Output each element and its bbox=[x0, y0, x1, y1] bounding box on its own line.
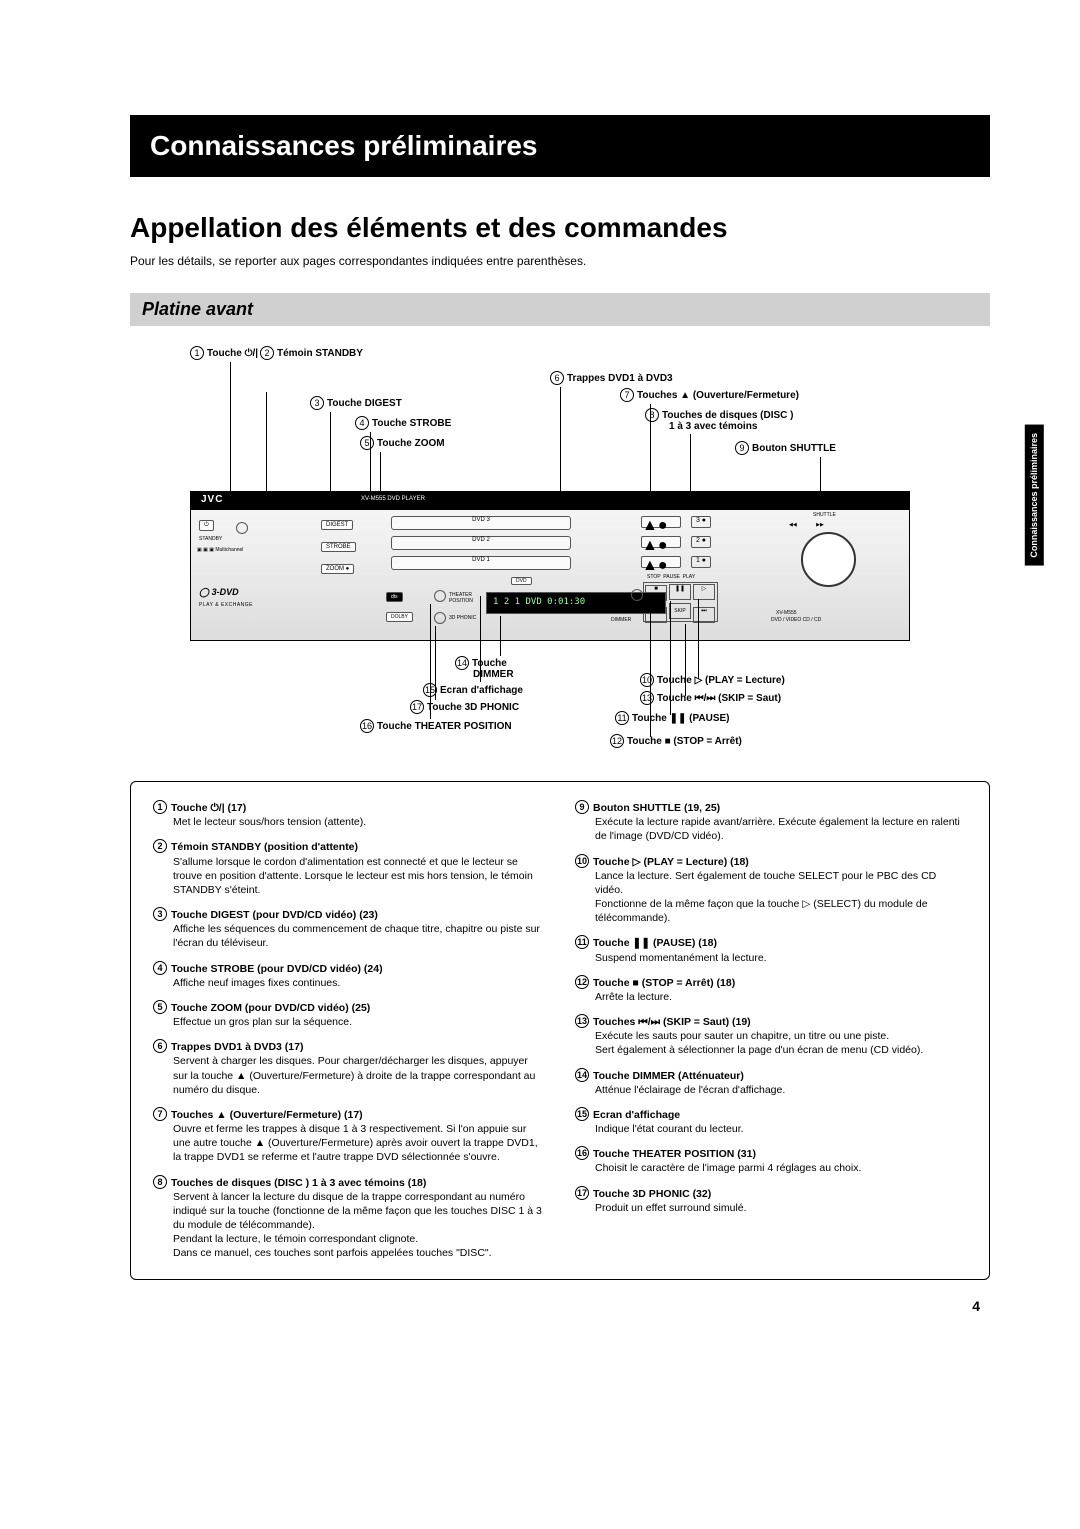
section-heading: Platine avant bbox=[130, 293, 990, 326]
tray-2: DVD 2 bbox=[391, 536, 571, 550]
description-item: 2Témoin STANDBY (position d'attente)S'al… bbox=[153, 839, 545, 897]
page-title: Appellation des éléments et des commande… bbox=[130, 212, 990, 244]
dts-badge: dts bbox=[386, 592, 403, 602]
tray-3: DVD 3 bbox=[391, 516, 571, 530]
callout-9: 9Bouton SHUTTLE bbox=[735, 441, 836, 455]
description-item: 5Touche ZOOM (pour DVD/CD vidéo) (25)Eff… bbox=[153, 1000, 545, 1029]
callout-15: 15Ecran d'affichage bbox=[423, 683, 523, 697]
callout-5: 5Touche ZOOM bbox=[360, 436, 445, 450]
description-item: 4Touche STROBE (pour DVD/CD vidéo) (24)A… bbox=[153, 961, 545, 990]
callout-11: 11Touche ❚❚ (PAUSE) bbox=[615, 711, 730, 725]
description-item: 10Touche ▷ (PLAY = Lecture) (18)Lance la… bbox=[575, 854, 967, 926]
dolby-badge: DOLBY bbox=[386, 612, 413, 622]
description-item: 6Trappes DVD1 à DVD3 (17)Servent à charg… bbox=[153, 1039, 545, 1097]
intro-text: Pour les détails, se reporter aux pages … bbox=[130, 254, 990, 268]
callout-4: 4Touche STROBE bbox=[355, 416, 451, 430]
description-item: 8Touches de disques (DISC ) 1 à 3 avec t… bbox=[153, 1175, 545, 1261]
standby-led bbox=[236, 522, 248, 534]
eject-1: ▲● bbox=[641, 556, 681, 568]
page-number: 4 bbox=[130, 1298, 980, 1314]
brand-logo: JVC bbox=[201, 494, 223, 505]
disc-2: 2 ● bbox=[691, 536, 711, 548]
eject-3: ▲● bbox=[641, 516, 681, 528]
model-label: XV-M555 DVD PLAYER bbox=[361, 496, 425, 502]
callout-3: 3Touche DIGEST bbox=[310, 396, 402, 410]
description-item: 12Touche ■ (STOP = Arrêt) (18)Arrête la … bbox=[575, 975, 967, 1004]
description-item: 11Touche ❚❚ (PAUSE) (18)Suspend momentan… bbox=[575, 935, 967, 964]
dimmer-button bbox=[631, 589, 643, 601]
skip-next-button: ⏭ bbox=[693, 607, 715, 623]
description-item: 16Touche THEATER POSITION (31)Choisit le… bbox=[575, 1146, 967, 1175]
callout-1: 1Touche ⏻/| bbox=[190, 346, 258, 360]
callout-8b: 1 à 3 avec témoins bbox=[669, 421, 757, 432]
callout-17: 17Touche 3D PHONIC bbox=[410, 700, 519, 714]
description-item: 7Touches ▲ (Ouverture/Fermeture) (17)Ouv… bbox=[153, 1107, 545, 1165]
tray-1: DVD 1 bbox=[391, 556, 571, 570]
dvd-logo: DVD bbox=[511, 577, 532, 585]
chapter-header: Connaissances préliminaires bbox=[130, 115, 990, 177]
pause-button: ❚❚ bbox=[669, 584, 691, 600]
descriptions-box: 1Touche ⏻/| (17)Met le lecteur sous/hors… bbox=[130, 781, 990, 1280]
callout-10: 10Touche ▷ (PLAY = Lecture) bbox=[640, 673, 785, 687]
description-item: 14Touche DIMMER (Atténuateur)Atténue l'é… bbox=[575, 1068, 967, 1097]
callout-6: 6Trappes DVD1 à DVD3 bbox=[550, 371, 673, 385]
side-tab: Connaissances préliminaires bbox=[1025, 425, 1044, 566]
callout-13: 13Touche ⏮/⏭ (SKIP = Saut) bbox=[640, 691, 781, 705]
phonic-button bbox=[434, 612, 446, 624]
three-dvd-logo: ◯ 3-DVDPLAY & EXCHANGE bbox=[199, 587, 253, 608]
power-button: ⏻ bbox=[199, 520, 214, 531]
strobe-button: STROBE bbox=[321, 542, 356, 552]
callout-16: 16Touche THEATER POSITION bbox=[360, 719, 512, 733]
front-panel-diagram: 1Touche ⏻/| 2Témoin STANDBY 3Touche DIGE… bbox=[130, 346, 990, 766]
disc-1: 1 ● bbox=[691, 556, 711, 568]
digest-button: DIGEST bbox=[321, 520, 353, 530]
description-item: 3Touche DIGEST (pour DVD/CD vidéo) (23)A… bbox=[153, 907, 545, 951]
shuttle-knob bbox=[801, 532, 856, 587]
description-item: 17Touche 3D PHONIC (32)Produit un effet … bbox=[575, 1186, 967, 1215]
zoom-button: ZOOM ● bbox=[321, 564, 354, 574]
callout-2: 2Témoin STANDBY bbox=[260, 346, 363, 360]
eject-2: ▲● bbox=[641, 536, 681, 548]
callout-8: 8Touches de disques (DISC ) bbox=[645, 408, 794, 422]
description-item: 9Bouton SHUTTLE (19, 25)Exécute la lectu… bbox=[575, 800, 967, 844]
callout-7: 7Touches ▲ (Ouverture/Fermeture) bbox=[620, 388, 799, 402]
theater-pos-button bbox=[434, 590, 446, 602]
play-button: ▷ bbox=[693, 584, 715, 600]
description-item: 1Touche ⏻/| (17)Met le lecteur sous/hors… bbox=[153, 800, 545, 829]
device-outline: JVC XV-M555 DVD PLAYER ⏻ STANDBY ▣ ▣ ▣ M… bbox=[190, 491, 910, 641]
description-item: 15Ecran d'affichageIndique l'état couran… bbox=[575, 1107, 967, 1136]
description-item: 13Touches ⏮/⏭ (SKIP = Saut) (19)Exécute … bbox=[575, 1014, 967, 1058]
disc-3: 3 ● bbox=[691, 516, 711, 528]
callout-12: 12Touche ■ (STOP = Arrêt) bbox=[610, 734, 742, 748]
